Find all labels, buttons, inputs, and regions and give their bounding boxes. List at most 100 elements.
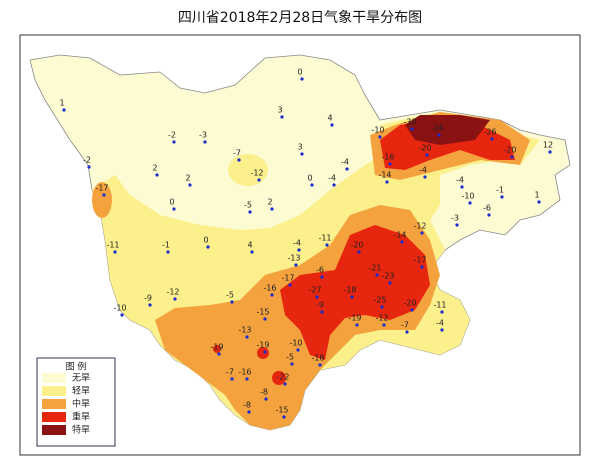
station-value: -5 <box>286 353 294 362</box>
station-value: -2 <box>168 131 176 140</box>
station-dot <box>437 133 441 137</box>
station-value: -9 <box>316 301 324 310</box>
station-value: -11 <box>433 301 446 310</box>
station-dot <box>297 248 301 252</box>
map-frame <box>19 34 581 456</box>
station-dot <box>188 183 192 187</box>
station-value: 3 <box>277 106 282 115</box>
station-dot <box>263 350 267 354</box>
station-value: -17 <box>413 256 426 265</box>
station-value: 0 <box>203 236 208 245</box>
station-dot <box>385 180 389 184</box>
station-value: -3 <box>451 214 459 223</box>
station-value: -6 <box>483 204 491 213</box>
station-dot <box>487 213 491 217</box>
station-value: -16 <box>381 153 394 162</box>
station-value: -2 <box>83 156 91 165</box>
station-value: -30 <box>403 118 416 127</box>
station-dot <box>264 397 268 401</box>
station-dot <box>282 415 286 419</box>
station-dot <box>490 137 494 141</box>
station-value: -4 <box>456 176 464 185</box>
zone-severe <box>272 371 286 385</box>
station-dot <box>355 323 359 327</box>
station-dot <box>87 165 91 169</box>
station-value: -27 <box>308 286 321 295</box>
station-dot <box>468 201 472 205</box>
station-dot <box>172 207 176 211</box>
station-dot <box>290 362 294 366</box>
station-value: -16 <box>238 368 251 377</box>
station-dot <box>410 127 414 131</box>
station-dot <box>245 335 249 339</box>
station-dot <box>310 183 314 187</box>
station-dot <box>250 250 254 254</box>
legend-label: 中旱 <box>72 398 90 410</box>
legend-swatch <box>42 399 66 409</box>
station-dot <box>248 210 252 214</box>
station-value: -23 <box>381 272 394 281</box>
station-value: 12 <box>543 141 553 150</box>
station-dot <box>62 108 66 112</box>
station-value: 3 <box>297 143 302 152</box>
map-title: 四川省2018年2月28日气象干旱分布图 <box>178 10 422 26</box>
station-value: -4 <box>328 174 336 183</box>
station-value: -15 <box>256 308 269 317</box>
station-value: -5 <box>244 201 252 210</box>
station-value: -8 <box>260 388 268 397</box>
station-dot <box>206 245 210 249</box>
station-dot <box>166 250 170 254</box>
station-dot <box>270 293 274 297</box>
station-value: 1 <box>59 99 64 108</box>
station-dot <box>460 185 464 189</box>
station-dot <box>382 323 386 327</box>
station-value: -26 <box>483 128 496 137</box>
legend-swatch <box>42 373 66 383</box>
station-value: -18 <box>311 354 324 363</box>
station-value: 4 <box>327 114 332 123</box>
zone-severe <box>257 347 269 359</box>
zone-severe <box>280 225 430 360</box>
legend-title: 图 例 <box>66 361 87 373</box>
station-dot <box>375 273 379 277</box>
station-dot <box>537 200 541 204</box>
station-dot <box>320 275 324 279</box>
station-value: -1 <box>496 186 504 195</box>
station-dot <box>217 352 221 356</box>
station-dot <box>440 310 444 314</box>
station-value: 4 <box>247 241 252 250</box>
station-value: -10 <box>113 304 126 313</box>
station-dot <box>380 305 384 309</box>
station-dot <box>315 295 319 299</box>
station-value: -4 <box>419 166 427 175</box>
station-value: -9 <box>144 294 152 303</box>
legend-label: 重旱 <box>72 411 90 423</box>
station-dot <box>420 265 424 269</box>
legend-swatch <box>42 386 66 396</box>
station-value: -20 <box>418 144 431 153</box>
station-value: -25 <box>373 296 386 305</box>
station-dot <box>510 155 514 159</box>
station-dot <box>300 77 304 81</box>
station-dot <box>378 135 382 139</box>
station-value: -10 <box>371 126 384 135</box>
station-dot <box>237 158 241 162</box>
station-value: -24 <box>430 124 443 133</box>
station-dot <box>388 162 392 166</box>
legend-swatch <box>42 412 66 422</box>
station-dot <box>345 167 349 171</box>
station-dot <box>420 231 424 235</box>
station-dot <box>357 250 361 254</box>
station-dot <box>318 363 322 367</box>
station-value: -11 <box>318 234 331 243</box>
station-value: -4 <box>293 239 301 248</box>
station-dot <box>280 115 284 119</box>
station-value: -7 <box>401 321 409 330</box>
station-value: -17 <box>281 274 294 283</box>
zone-severe <box>213 345 221 353</box>
station-dot <box>296 348 300 352</box>
legend-label: 轻旱 <box>72 385 90 397</box>
station-dot <box>320 310 324 314</box>
